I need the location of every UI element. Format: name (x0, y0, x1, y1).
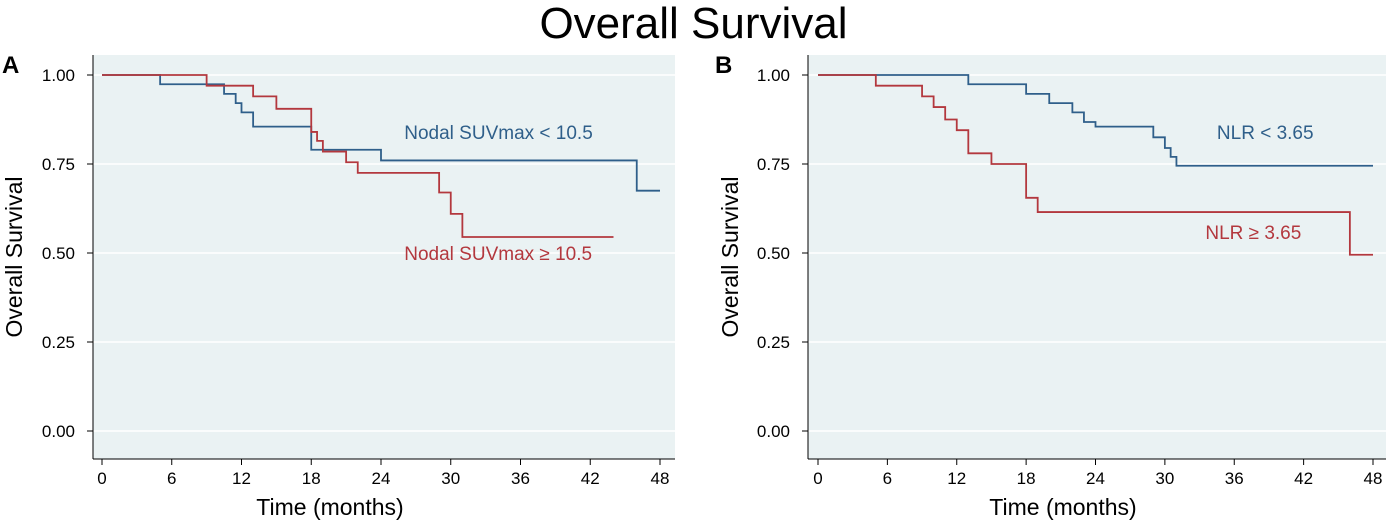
y-tick-label: 0.50 (757, 244, 790, 263)
survival-curve-high (818, 74, 1373, 256)
survival-curve-high (102, 74, 614, 238)
x-tick-label: 36 (511, 469, 530, 488)
survival-curve-low (102, 74, 660, 192)
x-tick-label: 0 (813, 469, 822, 488)
x-tick-label: 18 (1017, 469, 1036, 488)
y-tick-label: 0.00 (757, 422, 790, 441)
chart-panel-a: 0.00 0.25 0.50 0.75 1.00 0 6 12 18 24 30 36 42 48 Time… (1, 55, 675, 520)
x-tick-label: 24 (1086, 469, 1105, 488)
x-tick-label: 42 (581, 469, 600, 488)
plot-background (808, 55, 1386, 459)
plot-background (93, 55, 675, 459)
x-tick-label: 30 (441, 469, 460, 488)
y-tick-label: 0.50 (42, 244, 75, 263)
x-tick-label: 6 (167, 469, 176, 488)
series-label-low: Nodal SUVmax < 10.5 (404, 123, 593, 144)
chart-panel-b: 0.00 0.25 0.50 0.75 1.00 0 6 12 18 24 30 36 42 48 Time… (717, 55, 1386, 520)
x-tick-label: 6 (883, 469, 892, 488)
y-tick-label: 0.25 (757, 333, 790, 352)
x-tick-label: 12 (232, 469, 251, 488)
y-axis-title: Overall Survival (1, 176, 27, 337)
y-tick-label: 0.75 (42, 155, 75, 174)
x-tick-label: 18 (302, 469, 321, 488)
x-tick-label: 42 (1294, 469, 1313, 488)
series-label-low: NLR < 3.65 (1217, 123, 1314, 144)
x-tick-label: 48 (651, 469, 670, 488)
x-tick-label: 12 (947, 469, 966, 488)
y-tick-label: 0.25 (42, 333, 75, 352)
survival-curve-low (818, 74, 1373, 167)
y-axis-title: Overall Survival (717, 176, 743, 337)
x-tick-label: 36 (1225, 469, 1244, 488)
series-label-high: NLR ≥ 3.65 (1205, 223, 1301, 244)
x-axis-title: Time (months) (256, 494, 403, 520)
panel-label-a: A (2, 52, 20, 79)
chart-title: Overall Survival (539, 0, 848, 48)
y-tick-label: 0.00 (42, 422, 75, 441)
x-axis-title: Time (months) (989, 494, 1136, 520)
y-tick-label: 0.75 (757, 155, 790, 174)
y-tick-label: 1.00 (42, 66, 75, 85)
panel-label-b: B (715, 52, 733, 79)
x-tick-label: 0 (97, 469, 106, 488)
x-tick-label: 24 (372, 469, 391, 488)
x-tick-label: 48 (1364, 469, 1383, 488)
series-label-high: Nodal SUVmax ≥ 10.5 (404, 244, 592, 265)
y-tick-label: 1.00 (757, 66, 790, 85)
x-tick-label: 30 (1155, 469, 1174, 488)
